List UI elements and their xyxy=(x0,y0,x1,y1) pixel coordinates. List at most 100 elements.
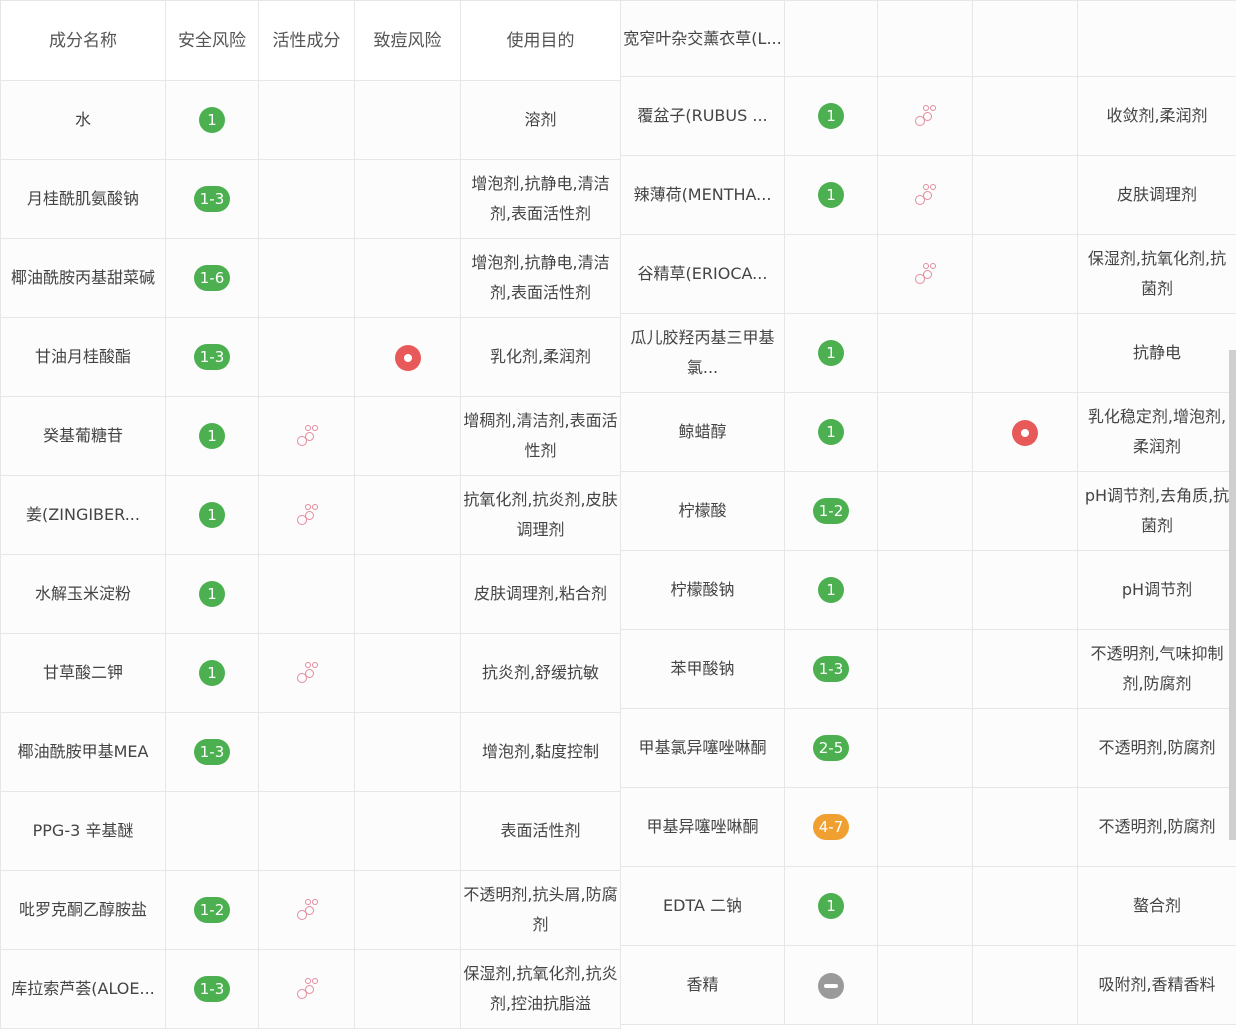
active-cell xyxy=(259,397,355,476)
acne-cell xyxy=(973,709,1078,788)
ingredient-name[interactable]: 椰油酰胺甲基MEA xyxy=(1,713,166,792)
header-acne-risk: 致痘风险 xyxy=(355,1,461,81)
active-cell xyxy=(259,792,355,871)
active-cell xyxy=(259,713,355,792)
ingredient-purpose: 表面活性剂 xyxy=(461,792,621,871)
safety-risk-badge: 1 xyxy=(818,340,844,366)
ingredient-name[interactable]: 辣薄荷(MENTHA... xyxy=(621,156,785,235)
ingredient-purpose: 不透明剂,防腐剂 xyxy=(1078,709,1236,788)
safety-risk-cell: 1 xyxy=(166,634,259,713)
ingredient-row[interactable]: 香精 吸附剂,香精香料 xyxy=(621,946,1236,1025)
active-cell xyxy=(878,867,973,946)
ingredient-name[interactable]: 覆盆子(RUBUS ... xyxy=(621,77,785,156)
active-ingredient-icon xyxy=(294,898,320,924)
ingredient-purpose: 乳化稳定剂,增泡剂,柔润剂 xyxy=(1078,393,1236,472)
safety-risk-cell: 4-7 xyxy=(785,788,878,867)
ingredient-name[interactable]: 鲸蜡醇 xyxy=(621,393,785,472)
ingredient-name[interactable]: 柠檬酸钠 xyxy=(621,551,785,630)
ingredient-purpose: 增泡剂,抗静电,清洁剂,表面活性剂 xyxy=(461,239,621,318)
ingredient-name[interactable]: 水解玉米淀粉 xyxy=(1,555,166,634)
ingredient-name[interactable]: 月桂酰肌氨酸钠 xyxy=(1,160,166,239)
ingredient-name[interactable]: 甘草酸二钾 xyxy=(1,634,166,713)
ingredient-purpose: 吸附剂,香精香料 xyxy=(1078,946,1236,1025)
safety-risk-cell: 1 xyxy=(785,156,878,235)
active-cell xyxy=(259,318,355,397)
ingredient-purpose: 增稠剂,清洁剂,表面活性剂 xyxy=(461,397,621,476)
header-name: 成分名称 xyxy=(1,1,166,81)
ingredient-name[interactable]: 姜(ZINGIBER... xyxy=(1,476,166,555)
ingredient-name[interactable]: EDTA 二钠 xyxy=(621,867,785,946)
ingredient-purpose: 不透明剂,抗头屑,防腐剂 xyxy=(461,871,621,950)
active-cell xyxy=(878,472,973,551)
ingredient-name[interactable]: 宽窄叶杂交薰衣草(L... xyxy=(621,1,785,77)
ingredient-name[interactable]: 香精 xyxy=(621,946,785,1025)
safety-risk-badge: 1 xyxy=(818,577,844,603)
ingredient-row[interactable]: PPG-3 辛基醚 表面活性剂 xyxy=(1,792,621,871)
ingredient-row[interactable]: 辣薄荷(MENTHA... 1 皮肤调理剂 xyxy=(621,156,1236,235)
ingredient-row[interactable]: 宽窄叶杂交薰衣草(L... xyxy=(621,1,1236,77)
ingredient-purpose: 螯合剂 xyxy=(1078,867,1236,946)
safety-risk-cell: 1 xyxy=(785,393,878,472)
ingredient-row[interactable]: 甲基异噻唑啉酮 4-7 不透明剂,防腐剂 xyxy=(621,788,1236,867)
acne-cell xyxy=(973,630,1078,709)
ingredient-name[interactable]: 吡罗克酮乙醇胺盐 xyxy=(1,871,166,950)
active-cell xyxy=(259,634,355,713)
acne-cell xyxy=(973,393,1078,472)
safety-risk-badge: 1 xyxy=(818,182,844,208)
ingredient-name[interactable]: 库拉索芦荟(ALOE... xyxy=(1,950,166,1029)
ingredient-name[interactable]: 癸基葡糖苷 xyxy=(1,397,166,476)
ingredient-name[interactable]: 甘油月桂酸酯 xyxy=(1,318,166,397)
safety-risk-badge: 1-3 xyxy=(813,656,850,682)
safety-risk-cell: 1 xyxy=(785,77,878,156)
safety-risk-cell: 1-3 xyxy=(166,713,259,792)
ingredient-row[interactable]: 甲基氯异噻唑啉酮 2-5 不透明剂,防腐剂 xyxy=(621,709,1236,788)
active-ingredient-icon xyxy=(294,424,320,450)
ingredient-name[interactable]: 瓜儿胶羟丙基三甲基氯... xyxy=(621,314,785,393)
ingredient-name[interactable]: 甲基氯异噻唑啉酮 xyxy=(621,709,785,788)
acne-cell xyxy=(355,476,461,555)
safety-risk-cell xyxy=(785,235,878,314)
ingredient-name[interactable]: 柠檬酸 xyxy=(621,472,785,551)
ingredient-purpose: 不透明剂,防腐剂 xyxy=(1078,788,1236,867)
ingredient-name[interactable]: 椰油酰胺丙基甜菜碱 xyxy=(1,239,166,318)
safety-risk-cell: 1-6 xyxy=(166,239,259,318)
ingredient-row[interactable]: 谷精草(ERIOCA...保湿剂,抗氧化剂,抗菌剂 xyxy=(621,235,1236,314)
acne-cell xyxy=(355,397,461,476)
ingredient-name[interactable]: PPG-3 辛基醚 xyxy=(1,792,166,871)
header-safety-risk: 安全风险 xyxy=(166,1,259,81)
ingredient-name[interactable]: 苯甲酸钠 xyxy=(621,630,785,709)
ingredient-purpose: pH调节剂,去角质,抗菌剂 xyxy=(1078,472,1236,551)
safety-risk-badge: 4-7 xyxy=(813,814,850,840)
safety-risk-cell: 1 xyxy=(166,81,259,160)
scrollbar[interactable] xyxy=(1229,350,1236,840)
safety-risk-badge: 1 xyxy=(199,502,225,528)
safety-risk-badge: 2-5 xyxy=(813,735,850,761)
ingredient-row[interactable]: 柠檬酸钠 1 pH调节剂 xyxy=(621,551,1236,630)
acne-cell xyxy=(973,156,1078,235)
ingredient-purpose: pH调节剂 xyxy=(1078,551,1236,630)
ingredient-name[interactable]: 甲基异噻唑啉酮 xyxy=(621,788,785,867)
safety-risk-badge: 1-3 xyxy=(194,344,231,370)
active-ingredient-icon xyxy=(912,183,938,209)
ingredient-name[interactable]: 谷精草(ERIOCA... xyxy=(621,235,785,314)
ingredient-purpose: 皮肤调理剂 xyxy=(1078,156,1236,235)
ingredient-name[interactable]: 水 xyxy=(1,81,166,160)
active-cell xyxy=(878,630,973,709)
